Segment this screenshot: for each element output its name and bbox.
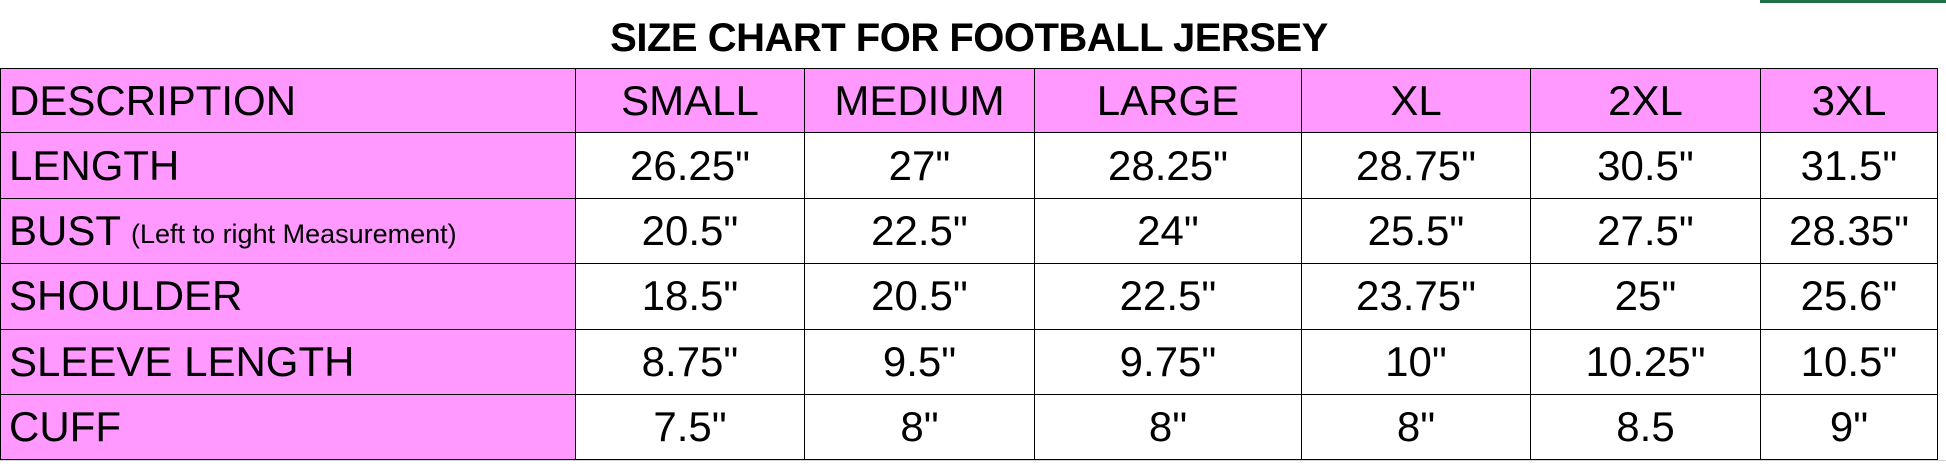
value-cell: 10": [1302, 329, 1531, 395]
value-cell: 24": [1035, 198, 1302, 265]
row-label-text: CUFF: [9, 403, 121, 451]
value-cell: 28.75": [1302, 133, 1531, 199]
header-cell: XL: [1302, 68, 1531, 134]
value-cell: 9.5": [805, 329, 1035, 395]
row-label: CUFF: [0, 395, 576, 461]
value-cell: 20.5": [805, 264, 1035, 330]
header-cell: SMALL: [576, 68, 805, 134]
row-label-text: BUST: [9, 206, 122, 254]
value-cell: 30.5": [1531, 133, 1761, 199]
header-cell: DESCRIPTION: [0, 68, 576, 134]
header-cell: LARGE: [1035, 68, 1302, 134]
value-cell: 25.6": [1761, 264, 1938, 330]
row-label-text: SHOULDER: [9, 272, 243, 320]
value-cell: 27": [805, 133, 1035, 199]
value-cell: 8": [805, 395, 1035, 461]
value-cell: 9.75": [1035, 329, 1302, 395]
value-cell: 22.5": [805, 198, 1035, 265]
value-cell: 25.5": [1302, 198, 1531, 265]
row-label: SLEEVE LENGTH: [0, 329, 576, 395]
value-cell: 18.5": [576, 264, 805, 330]
value-cell: 10.5": [1761, 329, 1938, 395]
header-cell: MEDIUM: [805, 68, 1035, 134]
selection-indicator: [1760, 0, 1946, 3]
header-cell: 3XL: [1761, 68, 1938, 134]
value-cell: 26.25": [576, 133, 805, 199]
table-title: SIZE CHART FOR FOOTBALL JERSEY: [610, 16, 1328, 60]
value-cell: 20.5": [576, 198, 805, 265]
value-cell: 8": [1035, 395, 1302, 461]
value-cell: 8.5: [1531, 395, 1761, 461]
value-cell: 31.5": [1761, 133, 1938, 199]
value-cell: 25": [1531, 264, 1761, 330]
value-cell: 9": [1761, 395, 1938, 461]
value-cell: 22.5": [1035, 264, 1302, 330]
row-label-text: LENGTH: [9, 141, 180, 189]
value-cell: 10.25": [1531, 329, 1761, 395]
header-cell: 2XL: [1531, 68, 1761, 134]
value-cell: 8": [1302, 395, 1531, 461]
row-label-text: SLEEVE LENGTH: [9, 337, 355, 385]
row-label: LENGTH: [0, 133, 576, 199]
value-cell: 7.5": [576, 395, 805, 461]
value-cell: 27.5": [1531, 198, 1761, 265]
value-cell: 28.35": [1761, 198, 1938, 265]
row-label-note: (Left to right Measurement): [131, 219, 457, 250]
sheet-grid: [0, 460, 1946, 473]
value-cell: 8.75": [576, 329, 805, 395]
value-cell: 28.25": [1035, 133, 1302, 199]
row-label: BUST (Left to right Measurement): [0, 198, 576, 265]
row-label: SHOULDER: [0, 264, 576, 330]
value-cell: 23.75": [1302, 264, 1531, 330]
